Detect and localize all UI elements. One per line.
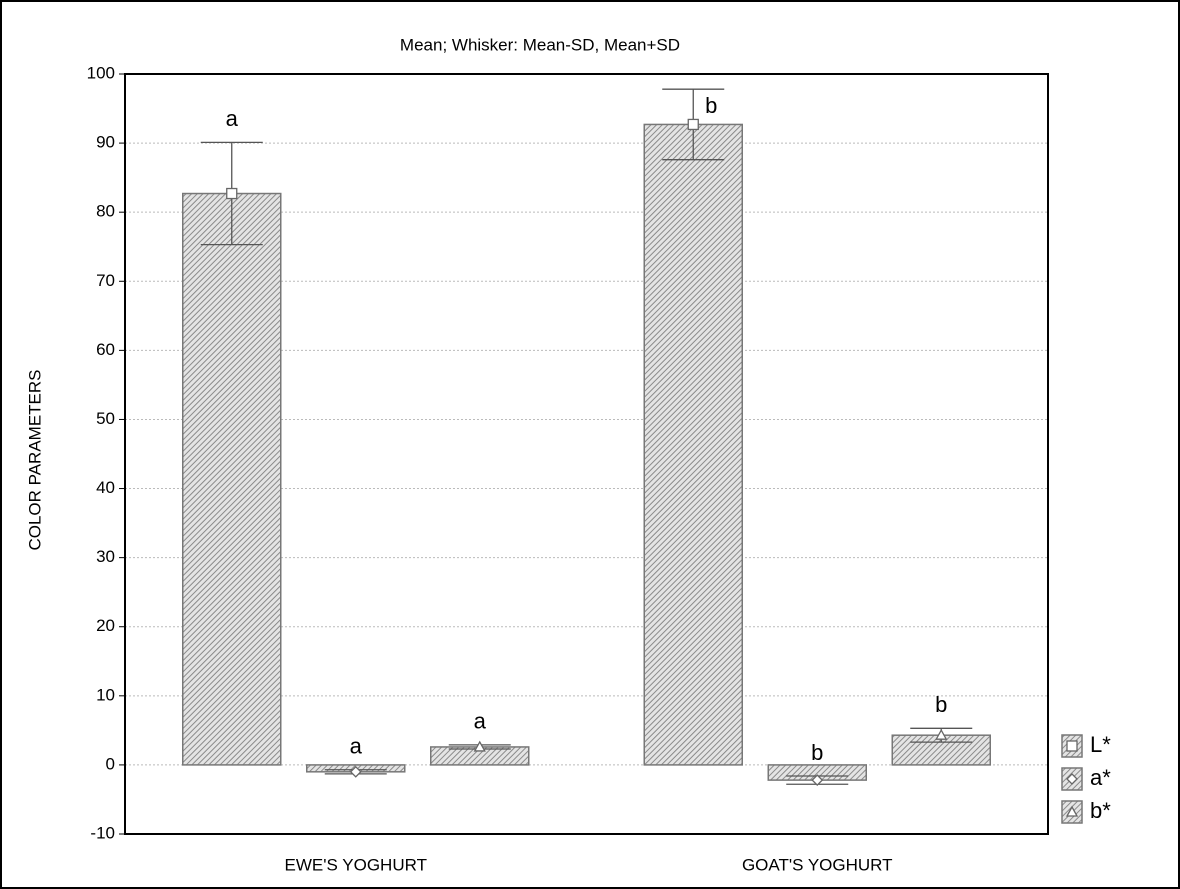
y-tick-label: 60 <box>96 340 115 359</box>
significance-label: b <box>705 93 717 118</box>
mean-marker <box>349 765 362 778</box>
bar <box>182 192 282 766</box>
y-tick-label: 80 <box>96 202 115 221</box>
significance-label: b <box>811 740 823 765</box>
y-tick-label: 10 <box>96 685 115 704</box>
legend-marker <box>1066 773 1078 785</box>
mean-marker <box>687 118 699 131</box>
x-tick-label: GOAT'S YOGHURT <box>742 855 893 874</box>
y-tick-label: 100 <box>87 63 115 82</box>
legend-marker <box>1066 740 1078 752</box>
mean-marker <box>473 740 486 752</box>
y-tick-label: 20 <box>96 616 115 635</box>
legend-label: L* <box>1090 732 1111 757</box>
legend-label: b* <box>1090 798 1111 823</box>
mean-marker <box>935 728 948 740</box>
plot-area <box>124 73 1049 835</box>
y-tick-label: 90 <box>96 133 115 152</box>
significance-label: a <box>350 734 363 759</box>
y-tick-label: -10 <box>90 823 115 842</box>
y-tick-label: 30 <box>96 547 115 566</box>
y-tick-label: 0 <box>106 754 115 773</box>
y-tick-label: 40 <box>96 478 115 497</box>
x-tick-label: EWE'S YOGHURT <box>285 855 427 874</box>
chart-title: Mean; Whisker: Mean-SD, Mean+SD <box>400 35 680 54</box>
y-tick-label: 70 <box>96 271 115 290</box>
bar <box>643 123 743 766</box>
significance-label: a <box>474 709 487 734</box>
y-axis-label: COLOR PARAMETERS <box>25 369 44 550</box>
y-tick-label: 50 <box>96 409 115 428</box>
mean-marker <box>811 774 824 787</box>
significance-label: b <box>935 692 947 717</box>
legend-marker <box>1065 805 1079 817</box>
significance-label: a <box>226 106 239 131</box>
mean-marker <box>226 187 238 200</box>
legend-label: a* <box>1090 765 1111 790</box>
